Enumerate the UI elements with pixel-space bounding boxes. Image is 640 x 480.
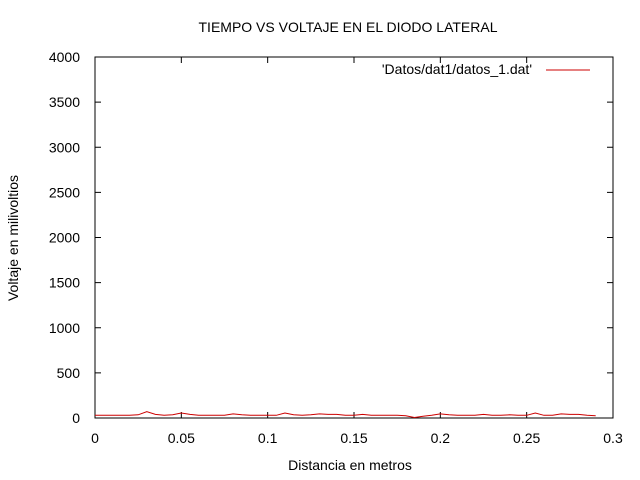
x-tick-label: 0.25 xyxy=(513,430,540,446)
series-layer xyxy=(95,411,596,419)
y-tick-label: 4000 xyxy=(49,49,80,65)
y-tick-label: 1000 xyxy=(49,320,80,336)
legend-label: 'Datos/dat1/datos_1.dat' xyxy=(382,61,532,77)
y-axis-label: Voltaje en milivoltios xyxy=(5,175,21,301)
series-line xyxy=(95,411,596,419)
plot-frame xyxy=(94,56,614,419)
y-tick-label: 500 xyxy=(57,365,81,381)
y-tick-label: 0 xyxy=(72,410,80,426)
x-tick-label: 0 xyxy=(91,430,99,446)
y-tick-label: 3000 xyxy=(49,139,80,155)
y-tick-label: 2000 xyxy=(49,230,80,246)
legend: 'Datos/dat1/datos_1.dat' xyxy=(382,61,590,77)
x-tick-label: 0.1 xyxy=(258,430,278,446)
x-tick-label: 0.3 xyxy=(603,430,623,446)
y-tick-label: 2500 xyxy=(49,184,80,200)
y-tick-label: 1500 xyxy=(49,275,80,291)
y-tick-label: 3500 xyxy=(49,94,80,110)
x-tick-label: 0.15 xyxy=(340,430,367,446)
y-axis-ticks: 0 500 1000 1500 2000 2500 3000 3500 4000 xyxy=(49,49,613,426)
x-axis-label: Distancia en metros xyxy=(288,457,412,473)
chart-title: TIEMPO VS VOLTAJE EN EL DIODO LATERAL xyxy=(199,19,498,35)
x-tick-label: 0.05 xyxy=(168,430,195,446)
x-tick-label: 0.2 xyxy=(431,430,451,446)
x-axis-ticks: 0 0.05 0.1 0.15 0.2 0.25 0.3 xyxy=(91,57,623,446)
